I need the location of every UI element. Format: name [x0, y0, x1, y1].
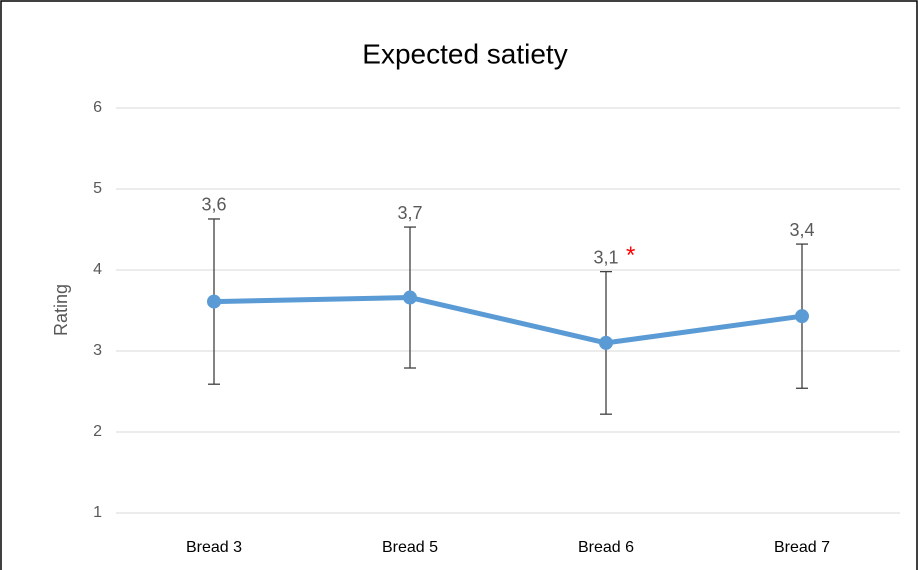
y-tick-label: 4 [93, 261, 102, 278]
y-tick-label: 3 [93, 342, 102, 359]
y-tick-label: 2 [93, 423, 102, 440]
point [599, 335, 613, 350]
value-label: 3,4 [789, 220, 814, 240]
point [795, 309, 809, 324]
chart-title: Expected satiety [362, 38, 567, 69]
x-tick-label: Bread 3 [186, 539, 242, 556]
x-tick-label: Bread 7 [774, 539, 830, 556]
y-tick-label: 5 [93, 180, 102, 197]
y-tick-label: 6 [93, 99, 102, 116]
y-tick-label: 1 [93, 504, 102, 521]
x-tick-label: Bread 5 [382, 539, 438, 556]
line-series [213, 295, 803, 346]
y-axis-label: Rating [51, 284, 71, 336]
annotation: * [626, 242, 635, 269]
value-label: 3,7 [397, 203, 422, 223]
value-label: 3,6 [201, 195, 226, 215]
value-label: 3,1 [593, 247, 618, 267]
point [207, 294, 221, 309]
point [403, 290, 417, 305]
x-tick-label: Bread 6 [578, 539, 634, 556]
